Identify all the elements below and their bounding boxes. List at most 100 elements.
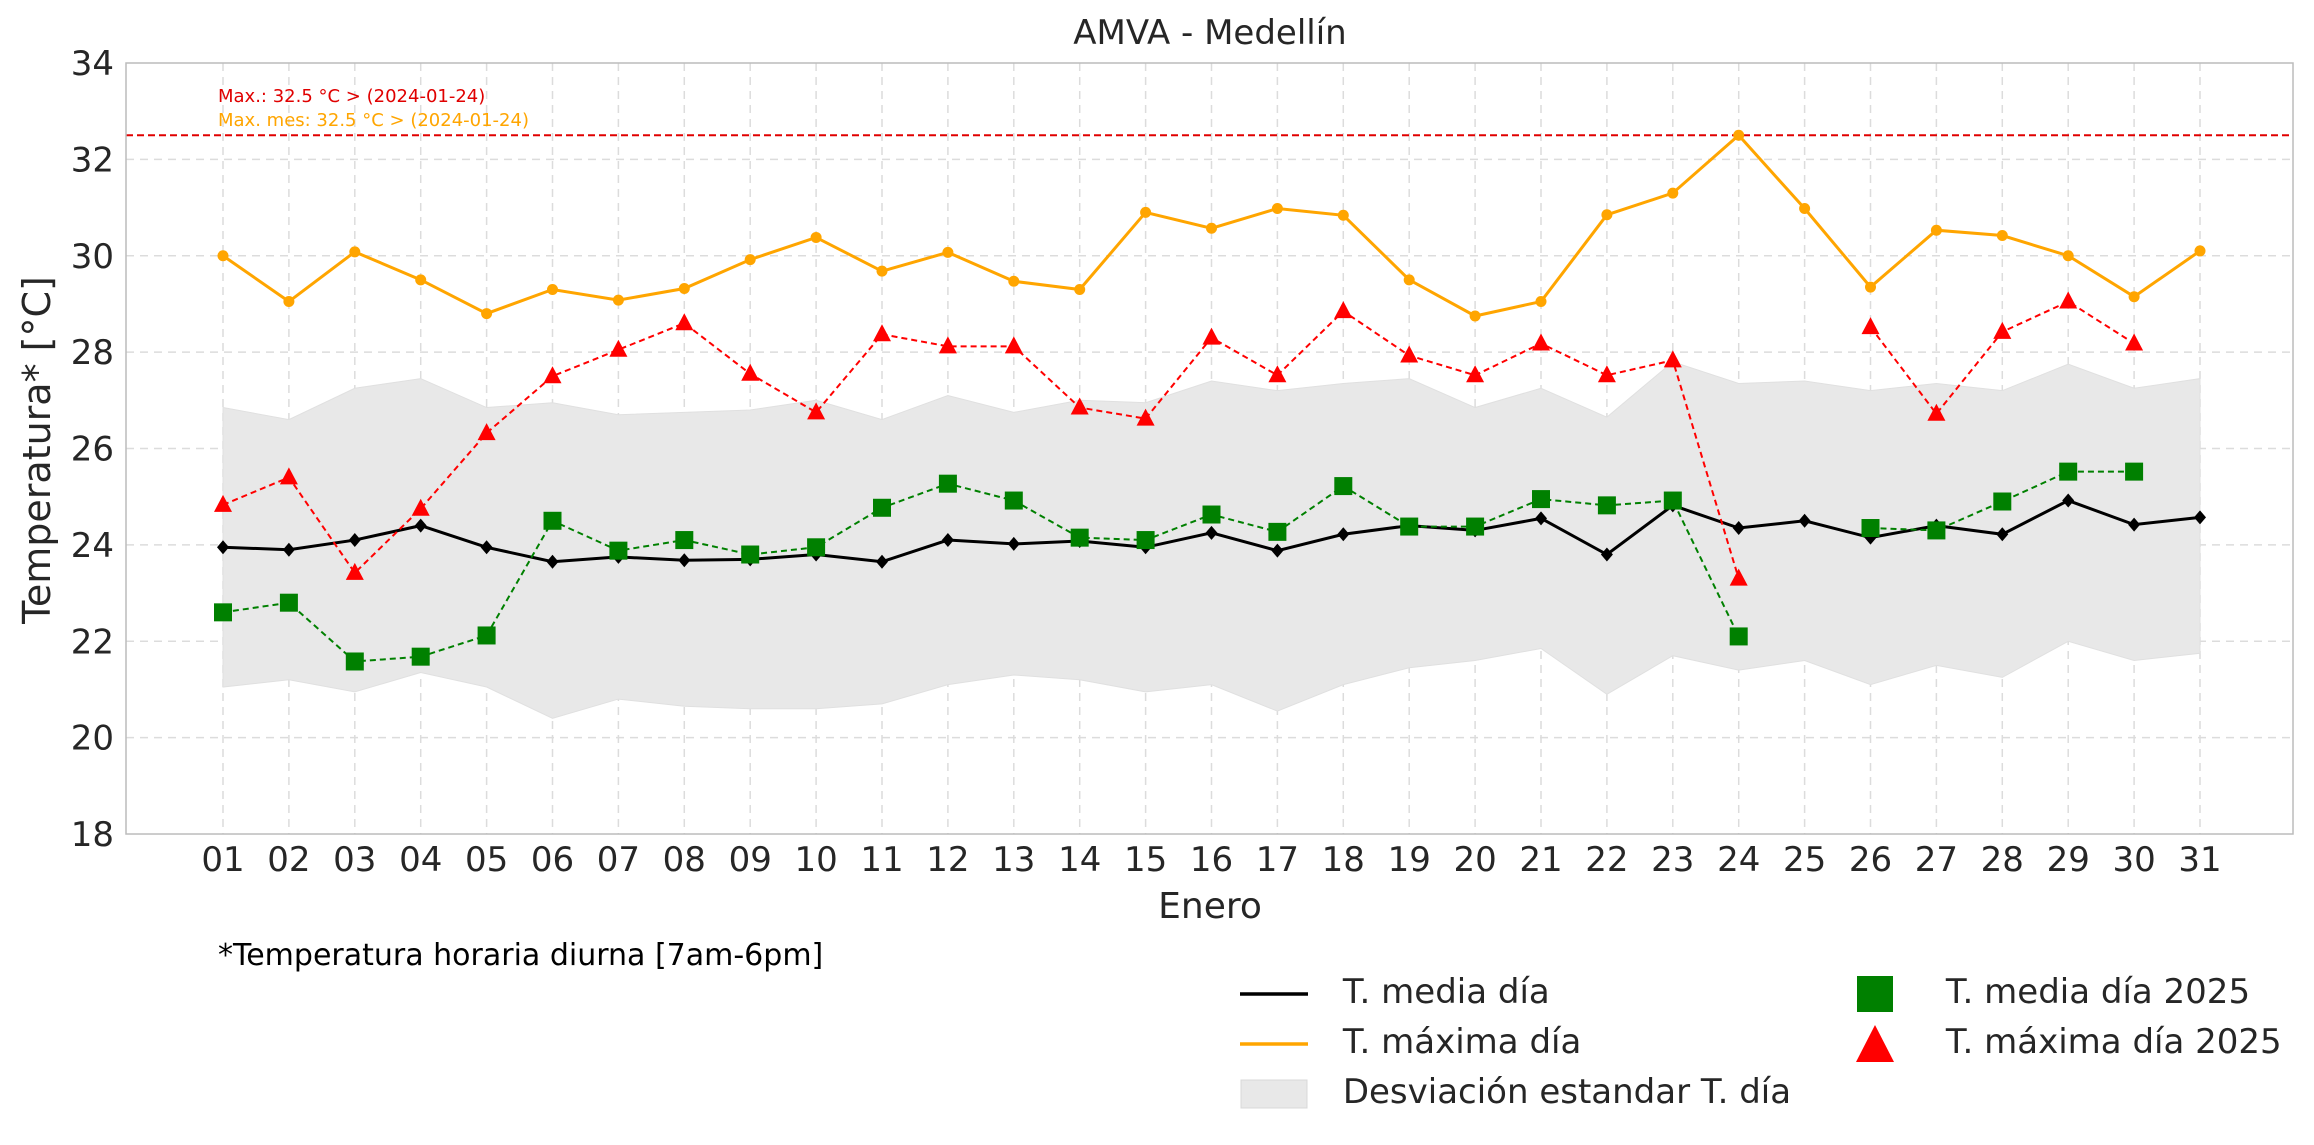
plot-frame <box>125 62 2294 835</box>
data-point <box>217 250 229 262</box>
std-band <box>222 361 2201 719</box>
data-point <box>477 423 496 441</box>
data-point <box>2125 462 2144 481</box>
data-point <box>1070 397 1089 415</box>
x-tick-label: 16 <box>1190 840 1233 880</box>
data-point <box>283 296 295 308</box>
data-point <box>1732 521 1745 536</box>
y-tick-label: 30 <box>71 237 114 277</box>
data-point <box>675 313 694 331</box>
data-point <box>873 498 891 517</box>
x-tick-label: 23 <box>1651 840 1694 880</box>
data-point <box>2194 510 2206 525</box>
data-point <box>1597 496 1616 515</box>
x-tick-label: 03 <box>333 840 376 880</box>
data-point <box>1400 517 1419 536</box>
data-point <box>415 274 427 286</box>
data-point <box>741 363 760 381</box>
data-point <box>1334 301 1353 319</box>
data-point <box>2062 493 2075 508</box>
data-point <box>411 498 430 516</box>
data-point <box>1600 547 1613 562</box>
data-point <box>1403 274 1415 286</box>
data-point <box>1074 283 1086 295</box>
series-4 <box>214 291 2144 586</box>
chart-title: AMVA - Medellín <box>1073 13 1346 53</box>
data-point <box>1008 275 1020 287</box>
data-point <box>678 283 690 295</box>
legend-band-icon <box>1240 1079 1308 1108</box>
y-axis-label: Temperatura* [°C] <box>15 276 59 625</box>
data-point <box>810 231 822 243</box>
data-point <box>1667 187 1679 199</box>
data-point <box>1663 491 1682 510</box>
y-tick-label: 28 <box>71 333 114 373</box>
data-point <box>282 542 295 557</box>
data-point <box>1334 477 1353 496</box>
x-tick-label: 22 <box>1585 840 1628 880</box>
series-group <box>214 129 2206 671</box>
data-point <box>678 553 691 568</box>
data-point <box>876 265 888 277</box>
x-tick-label: 05 <box>465 840 508 880</box>
x-tick-label: 25 <box>1783 840 1826 880</box>
legend-label: T. media día 2025 <box>1945 972 2251 1012</box>
data-point <box>1993 321 2012 339</box>
data-point <box>1729 568 1748 586</box>
data-point <box>1996 230 2008 242</box>
legend-label: T. máxima día <box>1342 1022 1582 1062</box>
x-tick-label: 04 <box>399 840 442 880</box>
data-point <box>1469 310 1481 322</box>
x-tick-label: 09 <box>729 840 772 880</box>
data-point <box>547 283 558 295</box>
data-point <box>1007 536 1020 551</box>
data-point <box>612 294 624 306</box>
data-point <box>1799 203 1811 215</box>
data-point <box>744 254 756 266</box>
x-tick-label: 02 <box>267 840 310 880</box>
x-tick-label: 14 <box>1058 840 1101 880</box>
data-point <box>477 626 496 645</box>
data-point <box>1861 519 1880 538</box>
x-tick-label: 08 <box>663 840 706 880</box>
x-tick-label: 10 <box>794 840 837 880</box>
x-tick-label: 28 <box>1981 840 2024 880</box>
data-point <box>876 554 888 569</box>
data-point <box>1996 527 2009 542</box>
data-point <box>873 324 891 342</box>
x-tick-label: 26 <box>1849 840 1892 880</box>
data-point <box>807 402 826 420</box>
data-point <box>609 339 628 357</box>
data-point <box>1532 490 1550 509</box>
std-band-area <box>222 361 2201 719</box>
series-2 <box>217 129 2206 322</box>
series-line <box>1870 470 2135 532</box>
data-point <box>2059 462 2078 481</box>
data-point <box>1993 492 2012 511</box>
data-point <box>1733 129 1745 141</box>
legend-item-t-media-2025: T. media día 2025 <box>1855 972 2250 1014</box>
data-point <box>345 652 364 671</box>
data-point <box>546 554 559 569</box>
data-point <box>938 474 957 493</box>
data-point <box>2059 291 2078 309</box>
data-point <box>279 467 298 485</box>
x-tick-label: 17 <box>1256 840 1299 880</box>
x-tick-label: 20 <box>1453 840 1496 880</box>
x-tick-label: 06 <box>531 840 574 880</box>
x-tick-label: 07 <box>597 840 640 880</box>
legend-label: T. media día <box>1342 972 1550 1012</box>
data-point <box>543 366 562 384</box>
data-point <box>214 494 232 512</box>
data-point <box>1535 296 1547 308</box>
data-point <box>807 538 826 557</box>
data-point <box>1663 350 1682 368</box>
data-point <box>480 540 493 555</box>
data-point <box>1337 527 1350 542</box>
data-point <box>1597 365 1616 383</box>
data-point <box>609 541 628 560</box>
data-point <box>348 533 361 548</box>
data-point <box>1268 365 1287 383</box>
data-point <box>1202 505 1221 524</box>
legend-item-t-maxima: T. máxima día <box>1240 1022 1581 1064</box>
